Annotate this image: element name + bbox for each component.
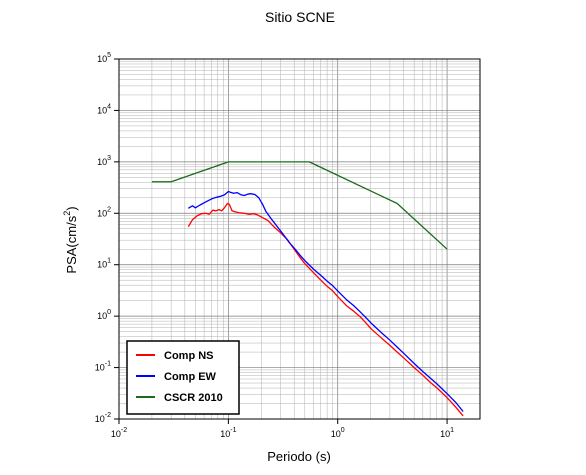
y-tick-label: 103 [97,155,111,167]
x-tick-label: 101 [440,427,454,439]
legend: Comp NS Comp EW CSCR 2010 [126,340,240,415]
y-tick-label: 10-2 [95,412,111,424]
y-tick-label: 101 [97,258,111,270]
series-line-comp-ew [187,190,464,412]
tick-labels: 10-2 10-1 100 101 10-2 10-1 100 101 102 103 104 105 [95,52,454,439]
y-tick-label: 100 [97,309,111,321]
y-axis-label-main: PSA(cm/s [64,215,79,273]
x-tick-label: 10-2 [111,427,127,439]
x-tick-label: 100 [331,427,345,439]
x-tick-label: 10-1 [220,427,236,439]
y-tick-label: 10-1 [95,361,111,373]
series-line-cscr-2010 [151,161,448,250]
y-axis-label: PSA(cm/s2) [62,206,79,273]
series-lines [151,161,464,417]
legend-box [126,340,240,415]
legend-label: Comp EW [164,371,217,383]
y-axis-label-close: ) [64,206,79,210]
y-tick-label: 104 [97,103,111,115]
y-tick-label: 102 [97,206,111,218]
y-axis-label-sup: 2 [62,211,72,216]
x-axis-label: Periodo (s) [267,449,331,464]
chart-title: Sitio SCNE [265,9,335,25]
plot-frame [118,58,481,420]
legend-label: Comp NS [164,350,214,362]
y-tick-label: 105 [97,52,111,64]
legend-label: CSCR 2010 [164,392,223,404]
